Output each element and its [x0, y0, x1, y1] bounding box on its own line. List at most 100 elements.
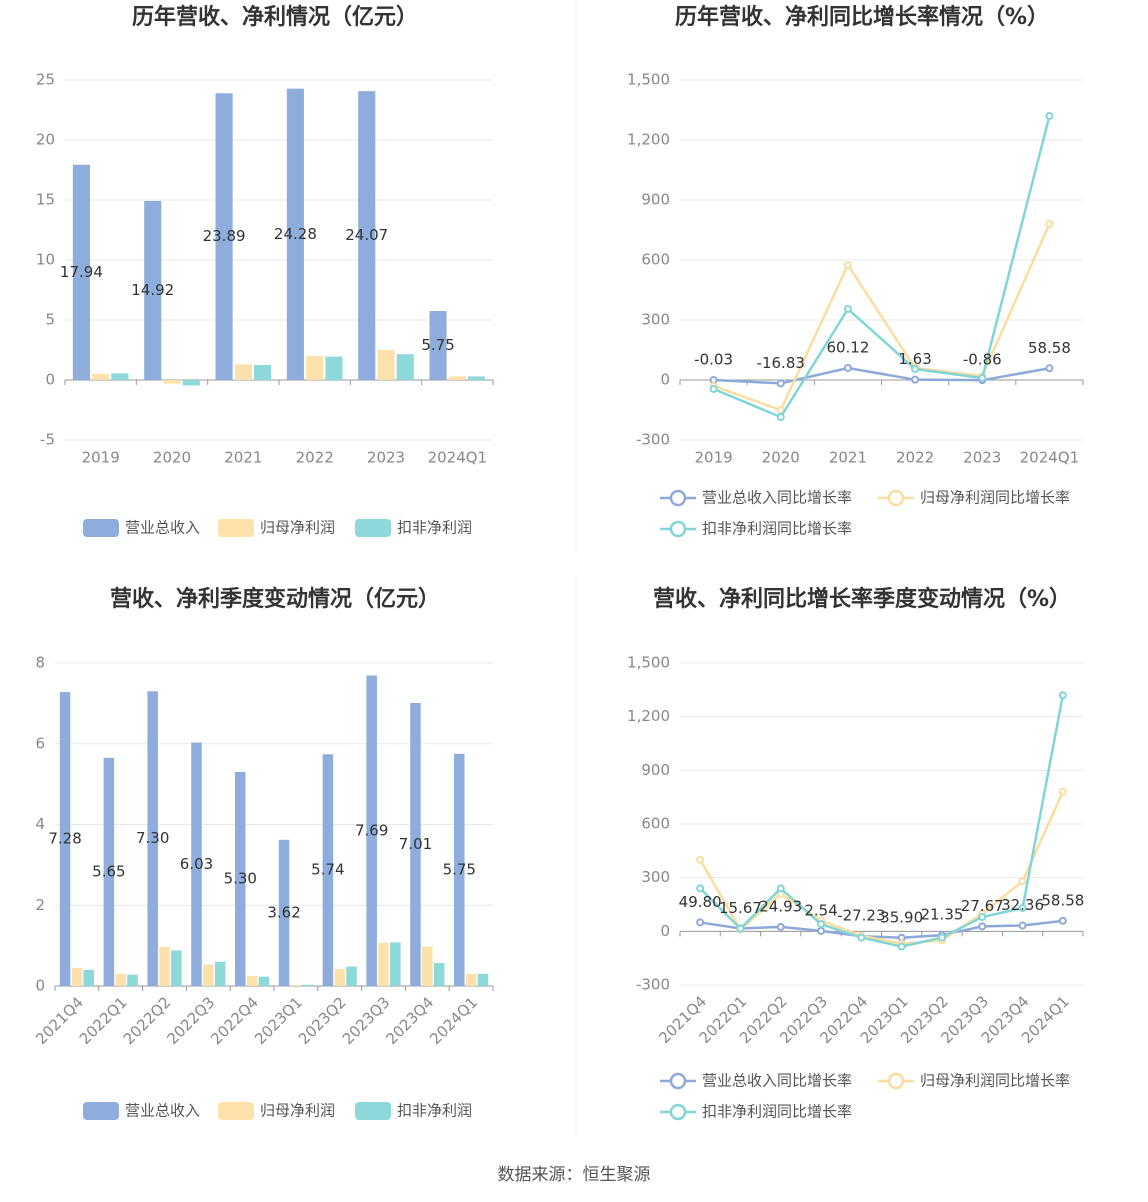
- legend-label: 归母净利润: [260, 519, 335, 537]
- legend-label: 归母净利润同比增长率: [920, 1072, 1070, 1090]
- bar: [390, 942, 401, 986]
- y-tick-label: 5: [45, 311, 55, 329]
- data-label: 27.67: [961, 897, 1004, 915]
- bar: [433, 962, 445, 986]
- bar: [429, 311, 447, 380]
- data-label: 24.07: [345, 226, 388, 244]
- legend-icon: [83, 1102, 119, 1120]
- bar: [468, 376, 486, 380]
- point: [937, 933, 946, 942]
- bar: [410, 702, 421, 986]
- x-tick-label: 2024Q1: [426, 993, 481, 1048]
- y-tick-label: 300: [641, 868, 670, 886]
- source: 数据来源：恒生聚源: [498, 1165, 651, 1185]
- data-label: 5.75: [421, 336, 454, 354]
- bar: [144, 200, 162, 380]
- x-tick-label: 2021Q4: [32, 993, 87, 1048]
- data-label: 5.74: [311, 861, 344, 879]
- y-tick-label: 0: [45, 371, 55, 389]
- legend-label: 归母净利润: [260, 1102, 335, 1120]
- data-label: 58.58: [1041, 891, 1084, 909]
- x-tick-label: 2023: [367, 449, 405, 467]
- data-label: -0.03: [694, 351, 733, 369]
- x-tick-label: 2023Q1: [251, 993, 306, 1048]
- point: [1058, 916, 1067, 925]
- point: [1018, 904, 1027, 913]
- data-label: 32.36: [1001, 896, 1044, 914]
- point: [1018, 921, 1027, 930]
- x-tick-label: 2024Q1: [1020, 449, 1080, 467]
- x-tick-label: 2022Q3: [163, 993, 218, 1048]
- x-tick-label: 2023Q2: [295, 993, 350, 1048]
- bar: [290, 985, 302, 986]
- data-label: 5.30: [224, 870, 257, 888]
- bar: [396, 354, 414, 380]
- data-label: 5.75: [443, 860, 476, 878]
- bar: [83, 969, 94, 986]
- line: [713, 115, 1051, 419]
- data-label: 7.01: [399, 835, 432, 853]
- point: [776, 922, 785, 931]
- bar: [115, 973, 126, 986]
- y-tick-label: 600: [641, 815, 670, 833]
- bar: [325, 356, 343, 380]
- line: [713, 223, 1051, 412]
- y-tick-label: 15: [36, 191, 55, 209]
- bar: [215, 93, 233, 380]
- bar: [302, 984, 313, 986]
- y-tick-label: 1,200: [627, 131, 670, 149]
- x-tick-label: 2024Q1: [428, 449, 488, 467]
- y-tick-label: 1,500: [627, 71, 670, 89]
- x-tick-label: 2022Q4: [207, 993, 262, 1048]
- data-label: 24.28: [274, 225, 317, 243]
- y-tick-label: 4: [35, 815, 45, 833]
- bar: [71, 967, 83, 986]
- point: [843, 305, 852, 313]
- point: [817, 926, 826, 935]
- bar: [234, 364, 252, 380]
- y-tick-label: 20: [36, 131, 55, 149]
- x-tick-label: 2019: [694, 449, 732, 467]
- point: [857, 933, 866, 942]
- data-label: 23.89: [203, 227, 246, 245]
- data-label: 21.35: [920, 906, 963, 924]
- bar: [448, 376, 466, 380]
- x-tick-label: 2019: [82, 449, 120, 467]
- bar: [182, 380, 200, 386]
- legend-icon: [669, 489, 687, 507]
- y-tick-label: 25: [36, 71, 55, 89]
- data-label: 2.54: [804, 901, 837, 919]
- point: [978, 922, 987, 931]
- y-tick-label: 0: [660, 922, 670, 940]
- bar: [377, 350, 395, 380]
- bar: [203, 964, 214, 986]
- bar: [358, 91, 376, 380]
- y-tick-label: 600: [641, 251, 670, 269]
- y-tick-label: 8: [35, 654, 45, 672]
- point: [709, 385, 718, 393]
- bar: [422, 946, 433, 986]
- point: [978, 913, 987, 922]
- point: [696, 918, 705, 927]
- legend-icon: [355, 519, 391, 537]
- data-label: 14.92: [131, 281, 174, 299]
- legend-label: 扣非净利润: [397, 519, 472, 537]
- point: [843, 363, 852, 372]
- x-tick-label: 2023: [963, 449, 1001, 467]
- bar: [378, 942, 389, 986]
- x-tick-label: 2020: [762, 449, 800, 467]
- bar: [334, 969, 345, 986]
- x-tick-label: 2022Q2: [120, 993, 175, 1048]
- point: [1045, 112, 1054, 120]
- line: [699, 919, 1063, 940]
- point: [776, 379, 785, 388]
- bar: [465, 973, 477, 986]
- legend-icon: [887, 1072, 905, 1090]
- y-tick-label: -5: [40, 431, 55, 449]
- bar: [286, 88, 304, 380]
- data-label: 35.90: [880, 908, 923, 926]
- x-tick-label: 2022Q1: [76, 993, 131, 1048]
- bar: [103, 757, 115, 986]
- x-tick-label: 2021: [829, 449, 867, 467]
- bar: [235, 772, 246, 986]
